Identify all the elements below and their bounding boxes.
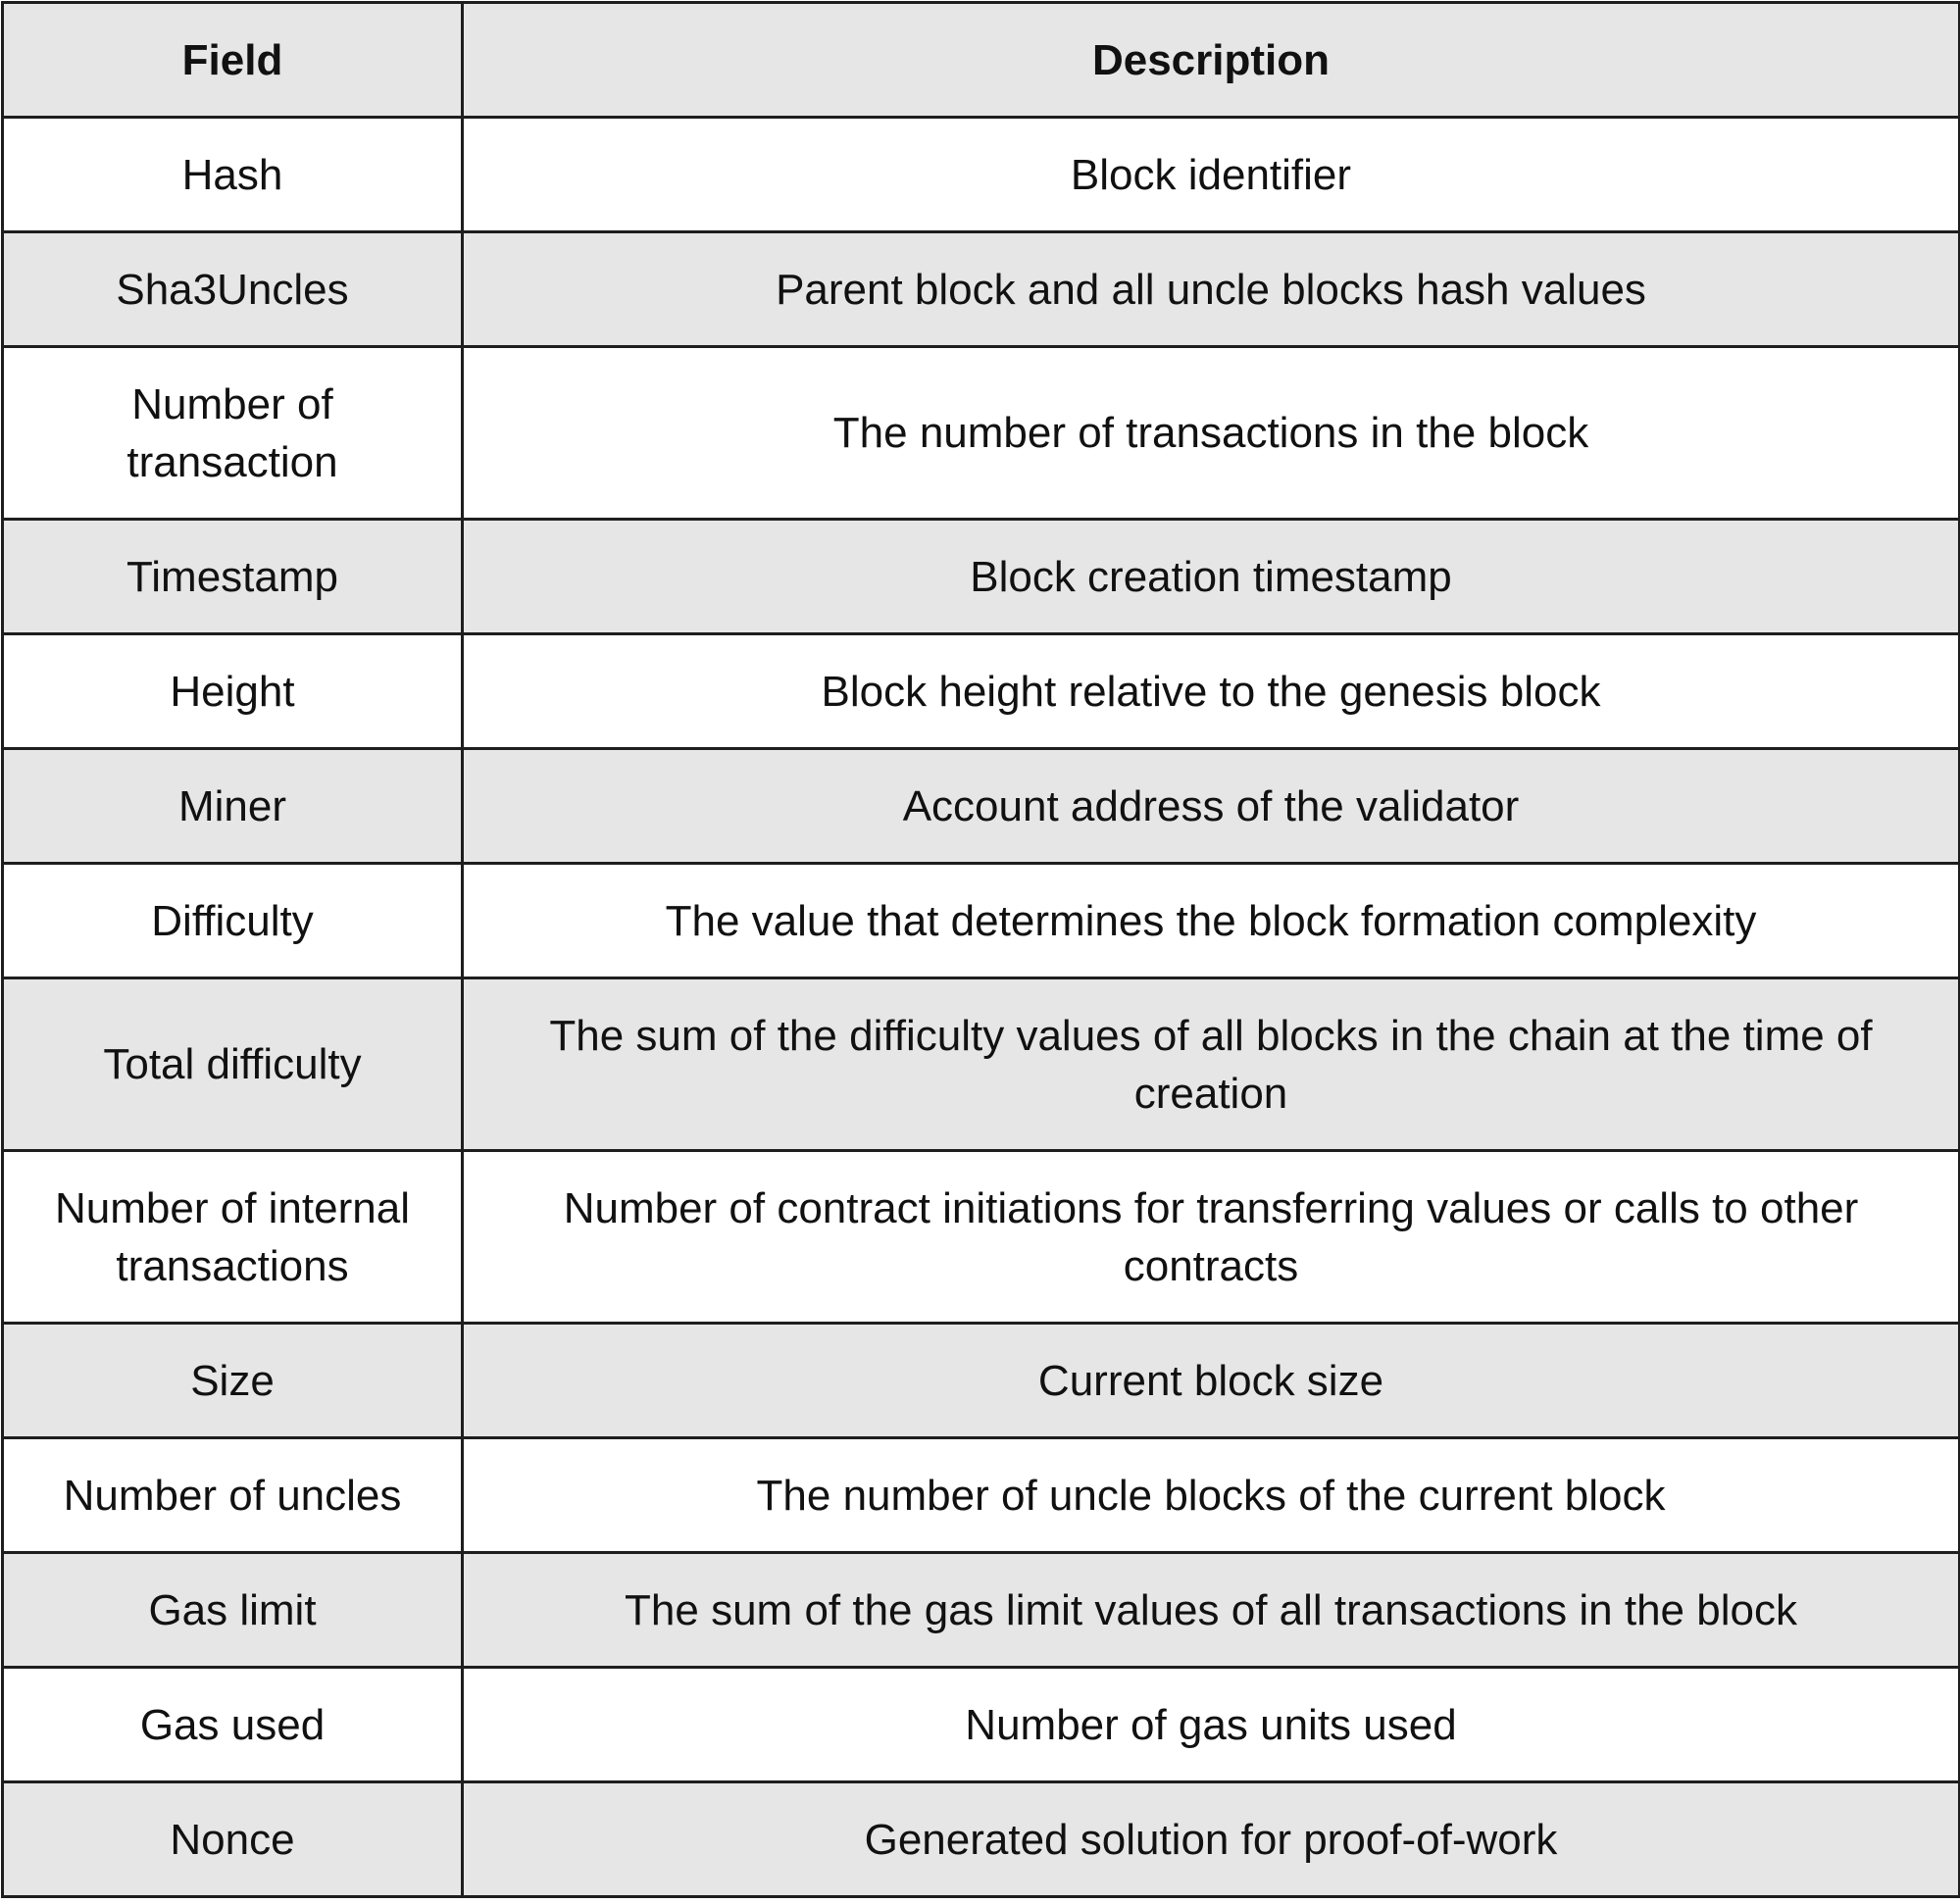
table-row: Height Block height relative to the gene…: [1, 632, 1960, 750]
table-row: Number of uncles The number of uncle blo…: [1, 1436, 1960, 1554]
description-cell: Account address of the validator: [461, 747, 1960, 865]
field-cell: Nonce: [1, 1780, 464, 1898]
description-cell: Block identifier: [461, 116, 1960, 233]
field-cell: Number of uncles: [1, 1436, 464, 1554]
field-cell: Total difficulty: [1, 977, 464, 1152]
table-row: Miner Account address of the validator: [1, 747, 1960, 865]
table-row: Timestamp Block creation timestamp: [1, 518, 1960, 635]
table-header-row: Field Description: [1, 1, 1960, 119]
description-cell: Block creation timestamp: [461, 518, 1960, 635]
field-column-header: Field: [1, 1, 464, 119]
description-cell: The number of uncle blocks of the curren…: [461, 1436, 1960, 1554]
field-cell: Timestamp: [1, 518, 464, 635]
description-cell: Generated solution for proof-of-work: [461, 1780, 1960, 1898]
field-cell: Hash: [1, 116, 464, 233]
description-cell: Current block size: [461, 1322, 1960, 1439]
field-cell: Size: [1, 1322, 464, 1439]
description-cell: The value that determines the block form…: [461, 862, 1960, 979]
table-row: Difficulty The value that determines the…: [1, 862, 1960, 979]
field-cell: Height: [1, 632, 464, 750]
table-row: Total difficulty The sum of the difficul…: [1, 977, 1960, 1152]
field-cell: Gas used: [1, 1666, 464, 1783]
table-row: Gas limit The sum of the gas limit value…: [1, 1551, 1960, 1669]
table-row: Sha3Uncles Parent block and all uncle bl…: [1, 230, 1960, 348]
field-cell: Miner: [1, 747, 464, 865]
field-cell: Number of transaction: [1, 345, 464, 521]
table-row: Hash Block identifier: [1, 116, 1960, 233]
description-cell: Number of contract initiations for trans…: [461, 1149, 1960, 1325]
description-cell: Number of gas units used: [461, 1666, 1960, 1783]
field-cell: Difficulty: [1, 862, 464, 979]
field-cell: Sha3Uncles: [1, 230, 464, 348]
description-cell: The sum of the difficulty values of all …: [461, 977, 1960, 1152]
table-row: Number of transaction The number of tran…: [1, 345, 1960, 521]
description-cell: Parent block and all uncle blocks hash v…: [461, 230, 1960, 348]
table-row: Size Current block size: [1, 1322, 1960, 1439]
table-row: Gas used Number of gas units used: [1, 1666, 1960, 1783]
table-row: Number of internal transactions Number o…: [1, 1149, 1960, 1325]
description-cell: The sum of the gas limit values of all t…: [461, 1551, 1960, 1669]
description-column-header: Description: [461, 1, 1960, 119]
table-row: Nonce Generated solution for proof-of-wo…: [1, 1780, 1960, 1898]
field-cell: Gas limit: [1, 1551, 464, 1669]
field-cell: Number of internal transactions: [1, 1149, 464, 1325]
description-cell: The number of transactions in the block: [461, 345, 1960, 521]
description-cell: Block height relative to the genesis blo…: [461, 632, 1960, 750]
